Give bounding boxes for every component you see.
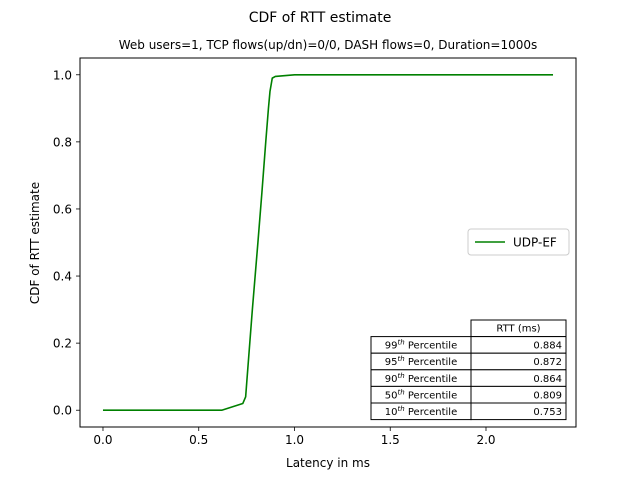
y-axis: 0.0 0.2 0.4 0.6 0.8 1.0 xyxy=(53,68,80,418)
chart-title: CDF of RTT estimate xyxy=(249,10,392,26)
table-column-header: RTT (ms) xyxy=(496,324,540,335)
series-line-udp-ef xyxy=(102,73,554,412)
x-axis-label: Latency in ms xyxy=(286,456,370,470)
percentile-table: RTT (ms) 99th Percentile 0.884 95th Percent… xyxy=(370,319,567,421)
y-tick-label: 1.0 xyxy=(53,68,72,82)
legend-label-udp-ef: UDP-EF xyxy=(513,236,557,250)
axes-frame xyxy=(79,57,577,428)
legend-box xyxy=(467,228,570,256)
table-row-label: 10th Percentile xyxy=(385,405,457,418)
table-row-value: 0.753 xyxy=(533,407,562,418)
table-row-label: 99th Percentile xyxy=(385,339,457,352)
table-row-value: 0.884 xyxy=(533,341,562,352)
y-tick-label: 0.4 xyxy=(53,270,72,284)
x-tick-label: 2.0 xyxy=(476,433,495,447)
legend: UDP-EF xyxy=(467,228,570,256)
table-row-label: 95th Percentile xyxy=(385,355,457,368)
plot-area xyxy=(102,73,554,412)
x-tick-label: 0.5 xyxy=(189,433,208,447)
y-tick-label: 0.2 xyxy=(53,337,72,351)
x-tick-label: 1.5 xyxy=(381,433,400,447)
y-tick-label: 0.0 xyxy=(53,404,72,418)
x-tick-label: 1.0 xyxy=(285,433,304,447)
table-row-label: 50th Percentile xyxy=(385,388,457,401)
table-row-value: 0.864 xyxy=(533,374,562,385)
y-axis-label: CDF of RTT estimate xyxy=(28,182,42,304)
table-row-value: 0.809 xyxy=(533,390,562,401)
table-row-label: 90th Percentile xyxy=(385,372,457,385)
x-tick-label: 0.0 xyxy=(93,433,112,447)
table-row-value-cell xyxy=(470,402,567,421)
y-tick-label: 0.6 xyxy=(53,202,72,216)
x-axis: 0.0 0.5 1.0 1.5 2.0 xyxy=(93,427,496,447)
table-row-value: 0.872 xyxy=(533,357,562,368)
y-tick-label: 0.8 xyxy=(53,135,72,149)
chart-subtitle: Web users=1, TCP flows(up/dn)=0/0, DASH … xyxy=(119,38,538,52)
